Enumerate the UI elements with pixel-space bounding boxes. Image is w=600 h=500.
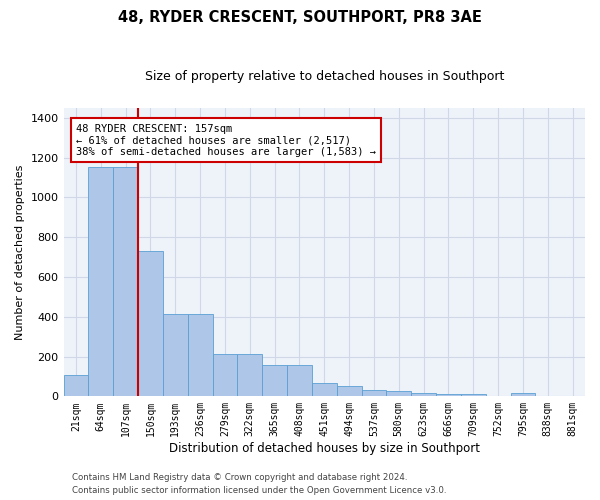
Bar	[163, 314, 188, 396]
Bar	[312, 383, 337, 396]
Text: Contains HM Land Registry data © Crown copyright and database right 2024.
Contai: Contains HM Land Registry data © Crown c…	[72, 474, 446, 495]
Bar	[436, 394, 461, 396]
Bar	[88, 168, 113, 396]
Title: Size of property relative to detached houses in Southport: Size of property relative to detached ho…	[145, 70, 504, 83]
Bar	[262, 366, 287, 396]
Bar	[238, 354, 262, 397]
Bar	[188, 314, 212, 396]
Bar	[511, 393, 535, 396]
Bar	[287, 366, 312, 396]
Bar	[461, 394, 485, 396]
Y-axis label: Number of detached properties: Number of detached properties	[15, 164, 25, 340]
Bar	[113, 168, 138, 396]
Bar	[411, 393, 436, 396]
Bar	[362, 390, 386, 396]
Bar	[138, 251, 163, 396]
Bar	[337, 386, 362, 396]
Text: 48, RYDER CRESCENT, SOUTHPORT, PR8 3AE: 48, RYDER CRESCENT, SOUTHPORT, PR8 3AE	[118, 10, 482, 25]
Text: 48 RYDER CRESCENT: 157sqm
← 61% of detached houses are smaller (2,517)
38% of se: 48 RYDER CRESCENT: 157sqm ← 61% of detac…	[76, 124, 376, 157]
Bar	[64, 376, 88, 396]
Bar	[386, 391, 411, 396]
Bar	[212, 354, 238, 397]
X-axis label: Distribution of detached houses by size in Southport: Distribution of detached houses by size …	[169, 442, 480, 455]
